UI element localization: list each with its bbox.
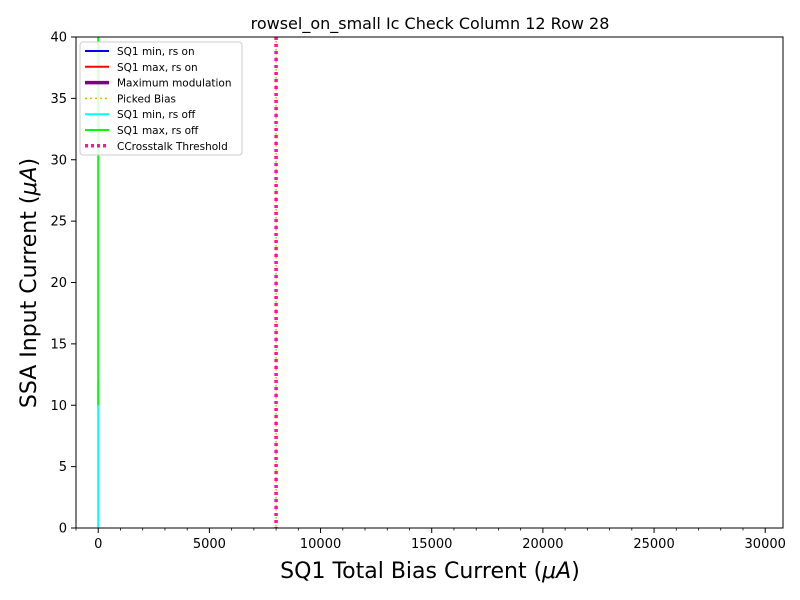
y-axis-label-unit: μA: [17, 167, 42, 197]
legend-label: SQ1 min, rs on: [117, 46, 195, 58]
y-axis-label-text: SSA Input Current (: [17, 196, 42, 409]
y-tick-label: 5: [59, 460, 67, 475]
x-axis: 0 5000 10000 15000 20000 25000 30000: [75, 528, 786, 552]
legend-label: SQ1 max, rs on: [117, 62, 198, 74]
y-axis-label-close: ): [17, 158, 42, 167]
x-tick-label: 0: [94, 537, 102, 552]
y-tick-label: 35: [50, 92, 67, 107]
y-axis-label: SSA Input Current (μA): [17, 158, 42, 408]
legend-entries: SQ1 min, rs on SQ1 max, rs on Maximum modu…: [85, 46, 232, 153]
x-tick-label: 15000: [411, 537, 452, 552]
y-tick-label: 15: [50, 337, 67, 352]
x-axis-label-close: ): [571, 559, 580, 584]
y-axis: 0 5 10 15 20 25 30 35 40: [50, 31, 76, 537]
y-tick-label: 20: [50, 276, 67, 291]
legend-label: CCrosstalk Threshold: [117, 141, 228, 153]
x-tick-label: 30000: [745, 537, 786, 552]
y-tick-label: 10: [50, 399, 67, 414]
x-tick-label: 25000: [633, 537, 674, 552]
legend-label: Maximum modulation: [117, 78, 232, 90]
x-axis-label: SQ1 Total Bias Current (μA): [280, 559, 580, 584]
legend-box: [79, 41, 243, 156]
chart-title: rowsel_on_small Ic Check Column 12 Row 2…: [251, 14, 610, 34]
y-tick-label: 0: [59, 522, 67, 537]
x-axis-label-text: SQ1 Total Bias Current (: [280, 559, 542, 584]
y-tick-label: 40: [50, 31, 67, 46]
x-tick-label: 5000: [193, 537, 226, 552]
legend: SQ1 min, rs on SQ1 max, rs on Maximum modu…: [79, 41, 243, 156]
y-tick-label: 30: [50, 153, 67, 168]
legend-label: SQ1 min, rs off: [117, 109, 196, 121]
legend-label: Picked Bias: [117, 93, 176, 105]
x-tick-label: 10000: [300, 537, 341, 552]
x-axis-label-unit: μA: [541, 559, 571, 584]
y-tick-label: 25: [50, 215, 67, 230]
x-tick-label: 20000: [522, 537, 563, 552]
legend-label: SQ1 max, rs off: [117, 125, 199, 137]
